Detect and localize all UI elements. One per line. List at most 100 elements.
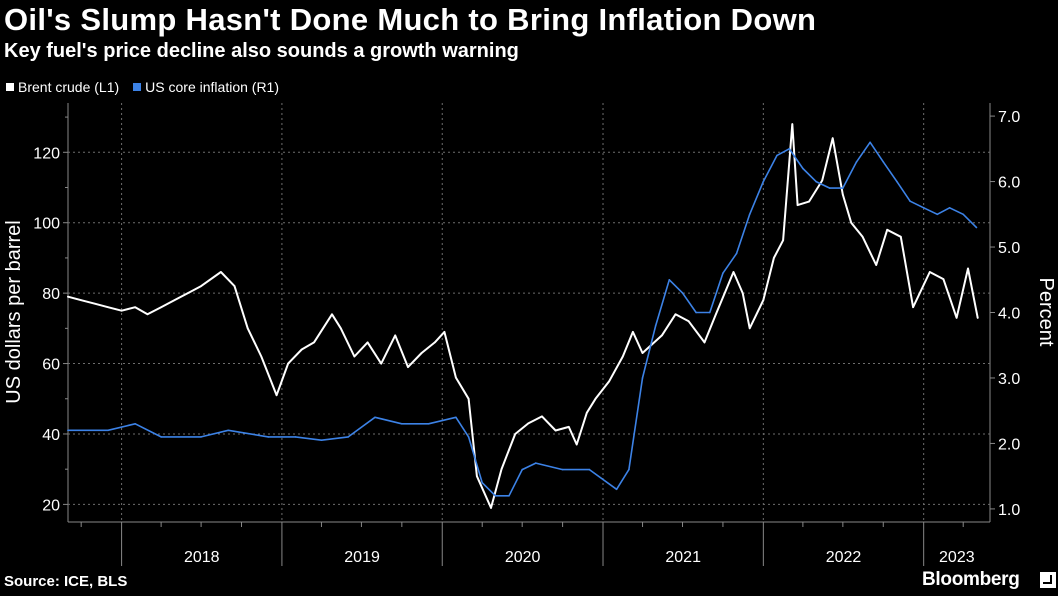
data-point-brent xyxy=(94,302,96,305)
y-right-tick-label: 7.0 xyxy=(998,109,1020,126)
data-point-brent xyxy=(976,317,979,319)
data-point-core xyxy=(134,423,136,425)
source-note: Source: ICE, BLS xyxy=(4,573,128,590)
data-point-brent xyxy=(575,443,578,446)
series-line-core xyxy=(67,141,978,497)
data-point-brent xyxy=(773,257,775,259)
x-tick-label: 2018 xyxy=(184,549,220,566)
data-point-brent xyxy=(955,317,958,319)
data-point-brent xyxy=(831,137,834,139)
data-point-brent xyxy=(220,271,222,273)
data-point-brent xyxy=(608,380,610,383)
chart-legend: Brent crude (L1) US core inflation (R1) xyxy=(6,79,279,95)
legend-item-core: US core inflation (R1) xyxy=(133,79,279,95)
data-point-brent xyxy=(715,313,717,316)
data-point-core xyxy=(815,180,817,183)
data-point-brent xyxy=(791,123,794,125)
data-point-brent xyxy=(821,179,823,182)
y-left-tick-label: 60 xyxy=(42,357,60,374)
data-point-brent xyxy=(796,204,799,206)
data-point-brent xyxy=(527,422,530,425)
data-point-core xyxy=(762,180,765,183)
y-left-tick-label: 40 xyxy=(42,427,60,444)
data-point-core xyxy=(267,436,270,438)
data-point-brent xyxy=(632,331,634,333)
data-point-brent xyxy=(200,285,202,287)
data-point-brent xyxy=(331,313,333,316)
legend-swatch-core xyxy=(133,83,142,91)
data-point-core xyxy=(722,272,724,275)
legend-label-core: US core inflation (R1) xyxy=(145,79,279,95)
data-point-core xyxy=(481,481,484,484)
data-point-brent xyxy=(514,433,516,435)
data-point-core xyxy=(842,187,844,189)
data-point-brent xyxy=(275,394,278,397)
data-point-core xyxy=(467,436,470,438)
data-point-core xyxy=(882,161,885,163)
data-point-core xyxy=(427,423,430,425)
y-right-tick-label: 2.0 xyxy=(998,436,1020,453)
data-point-brent xyxy=(748,327,751,330)
data-point-core xyxy=(535,462,537,464)
data-point-brent xyxy=(187,292,189,294)
y-left-axis-title: US dollars per barrel xyxy=(3,220,25,403)
data-point-brent xyxy=(674,313,677,316)
data-point-brent xyxy=(687,320,690,323)
data-point-brent xyxy=(420,352,423,354)
data-point-core xyxy=(855,161,858,163)
data-point-brent xyxy=(260,355,263,358)
data-point-brent xyxy=(568,426,570,428)
y-right-tick-label: 5.0 xyxy=(998,240,1020,257)
data-point-brent xyxy=(67,295,69,298)
y-right-axis-title: Percent xyxy=(1035,278,1057,347)
bloomberg-logo: Bloomberg xyxy=(922,569,1020,590)
data-point-brent xyxy=(842,193,844,196)
data-point-brent xyxy=(455,376,457,379)
data-point-brent xyxy=(476,475,478,478)
data-point-brent xyxy=(594,398,597,400)
data-point-core xyxy=(320,439,323,442)
data-point-brent xyxy=(929,271,931,273)
data-point-core xyxy=(922,207,925,209)
data-point-core xyxy=(936,213,939,216)
x-tick-label: 2021 xyxy=(665,549,701,566)
x-tick-label: 2022 xyxy=(826,549,862,566)
y-right-tick-label: 3.0 xyxy=(998,371,1020,388)
data-point-brent xyxy=(886,229,888,231)
data-point-core xyxy=(521,468,523,471)
data-point-brent xyxy=(703,341,706,344)
data-point-brent xyxy=(850,221,852,224)
data-point-core xyxy=(561,468,564,471)
data-point-brent xyxy=(967,267,969,270)
data-point-brent xyxy=(146,313,149,316)
data-point-brent xyxy=(340,327,342,330)
data-point-brent xyxy=(300,348,303,351)
data-point-core xyxy=(160,436,162,438)
y-left-tick-label: 120 xyxy=(33,145,60,162)
data-point-brent xyxy=(160,306,162,309)
data-point-core xyxy=(962,213,964,216)
data-point-core xyxy=(294,436,297,438)
chart-subtitle: Key fuel's price decline also sounds a g… xyxy=(4,40,519,62)
data-point-brent xyxy=(107,306,109,309)
x-tick-label: 2023 xyxy=(939,549,975,566)
data-point-core xyxy=(788,148,791,150)
data-point-brent xyxy=(942,278,945,280)
data-point-core xyxy=(494,495,497,497)
data-point-brent xyxy=(554,429,557,432)
data-point-brent xyxy=(467,398,470,400)
x-tick-label: 2019 xyxy=(344,549,380,566)
data-point-brent xyxy=(586,412,588,414)
data-point-brent xyxy=(500,468,503,471)
data-point-core xyxy=(588,468,591,471)
data-point-brent xyxy=(808,200,810,203)
data-point-brent xyxy=(434,341,436,344)
data-point-core xyxy=(508,495,510,497)
data-point-core xyxy=(896,180,898,183)
chart-title: Oil's Slump Hasn't Done Much to Bring In… xyxy=(4,2,817,37)
data-point-core xyxy=(628,468,630,471)
data-point-core xyxy=(869,141,871,144)
data-point-core xyxy=(681,292,684,294)
data-point-core xyxy=(828,187,831,189)
